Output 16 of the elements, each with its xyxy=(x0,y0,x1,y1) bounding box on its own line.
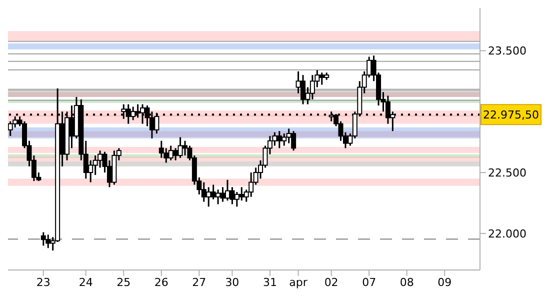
ref-line-label: 22.975,50 xyxy=(483,108,539,122)
x-tick-label: 26 xyxy=(154,276,168,289)
x-tick-label: 23 xyxy=(36,276,50,289)
x-tick-label: 31 xyxy=(262,276,277,289)
x-tick-label: apr xyxy=(289,276,308,289)
y-tick-label: 22.500 xyxy=(488,166,526,180)
x-tick-label: 25 xyxy=(116,276,131,289)
x-tick-label: 07 xyxy=(362,276,376,289)
x-tick-label: 30 xyxy=(225,276,240,289)
x-tick-label: 24 xyxy=(78,276,93,289)
y-tick-label: 22.000 xyxy=(488,227,526,240)
x-tick-label: 02 xyxy=(324,276,338,289)
y-tick-label: 23.500 xyxy=(488,44,526,58)
x-tick-label: 08 xyxy=(400,276,414,289)
x-tick-label: 09 xyxy=(438,276,452,289)
x-tick-label: 27 xyxy=(192,276,206,289)
